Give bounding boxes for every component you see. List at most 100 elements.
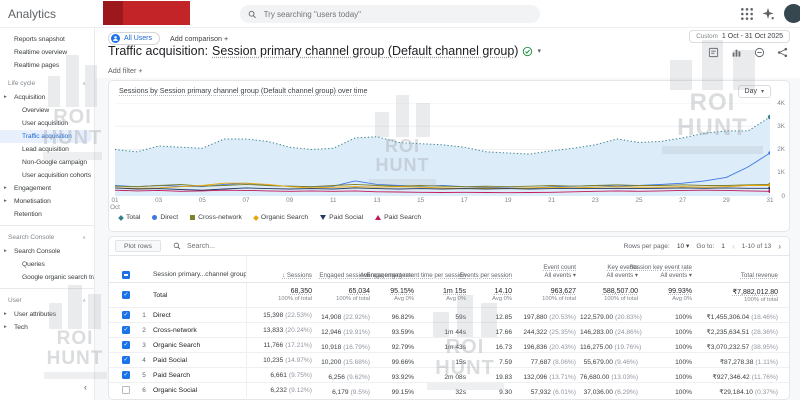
column-header-total-revenue[interactable]: Total revenue	[740, 271, 778, 279]
legend-marker-icon	[152, 215, 158, 220]
table-row-organic-social: 6 Organic Social 6,232 (9.12%) 6,179 (9.5%) 99…	[109, 382, 789, 397]
audience-chip-all-users[interactable]: All Users	[108, 32, 161, 45]
sidebar-item-queries[interactable]: Queries	[22, 261, 45, 268]
row-checkbox[interactable]: ✓	[122, 326, 130, 334]
sidebar-item-engagement[interactable]: ▸ Engagement	[0, 182, 94, 195]
sidebar-item-reports-snapshot[interactable]: Reports snapshot	[14, 36, 65, 43]
sidebar-section-life-cycle[interactable]: Life cycle ∧	[0, 77, 94, 91]
expand-arrow-icon[interactable]: ▸	[4, 324, 7, 330]
legend-item-organic-search[interactable]: Organic Search	[253, 214, 308, 221]
sidebar-item-user-attributes[interactable]: ▸ User attributes	[0, 308, 94, 321]
sidebar-item-overview[interactable]: Overview	[22, 107, 50, 114]
metric-cell: 100%	[675, 344, 692, 351]
row-checkbox[interactable]	[122, 271, 130, 279]
analytics-logo[interactable]: Analytics	[8, 7, 57, 21]
sidebar-item-user-acquisition-cohorts[interactable]: User acquisition cohorts	[22, 172, 91, 179]
row-checkbox[interactable]: ✓	[122, 371, 130, 379]
insights-chart-icon[interactable]	[731, 47, 742, 58]
sidebar-item-retention[interactable]: Retention	[14, 211, 42, 218]
account-avatar[interactable]	[784, 4, 800, 23]
goto-page-input[interactable]: 1	[721, 242, 725, 250]
expand-arrow-icon[interactable]: ▸	[4, 248, 7, 254]
row-checkbox[interactable]	[122, 386, 130, 394]
column-header-average-engagement-time-per-session[interactable]: Average engagement time per session	[360, 271, 466, 279]
sidebar-item-tech[interactable]: ▸ Tech	[0, 321, 94, 334]
metric-cell: 15s	[455, 359, 466, 366]
interval-select[interactable]: Day ▾	[737, 85, 771, 98]
sidebar-item-acquisition[interactable]: ▸ Acquisition	[0, 91, 94, 104]
global-search[interactable]	[240, 5, 540, 23]
gemini-sparkle-icon[interactable]	[761, 7, 775, 21]
legend-item-paid-social[interactable]: Paid Social	[320, 214, 363, 221]
next-page-icon[interactable]: ›	[778, 241, 781, 251]
metric-cell: 16.73	[495, 344, 512, 351]
row-checkbox[interactable]: ✓	[122, 341, 130, 349]
share-icon[interactable]	[777, 47, 788, 58]
date-range-picker[interactable]: Custom 1 Oct - 31 Oct 2025	[689, 30, 790, 43]
metric-cell: 6,232 (9.12%)	[246, 383, 316, 397]
collapse-drawer-icon[interactable]: ‹	[84, 382, 87, 392]
table-search[interactable]	[173, 241, 275, 251]
legend-item-paid-search[interactable]: Paid Search	[375, 214, 421, 221]
add-comparison-button[interactable]: Add comparison +	[170, 34, 229, 43]
dimension-header[interactable]: Session primary...channel group)▾+	[153, 271, 246, 278]
totals-cell: 963,627 100% of total	[542, 288, 576, 302]
prev-page-icon[interactable]: ‹	[731, 241, 735, 251]
rows-per-page-select[interactable]: 10 ▾	[676, 243, 690, 250]
search-input[interactable]	[261, 8, 532, 20]
collapse-section-icon[interactable]: ∧	[82, 235, 86, 241]
column-header-event-count[interactable]: Event count All events ▾	[543, 263, 576, 279]
row-checkbox[interactable]: ✓	[122, 356, 130, 364]
channel-name[interactable]: Cross-network	[153, 326, 197, 334]
column-header-events-per-session[interactable]: Events per session	[459, 271, 512, 279]
chevron-down-icon[interactable]: ▾	[537, 48, 541, 55]
expand-arrow-icon[interactable]: ▸	[4, 185, 7, 191]
expand-arrow-icon[interactable]: ▸	[4, 94, 7, 100]
row-checkbox[interactable]: ✓	[122, 291, 130, 299]
column-header-sessions[interactable]: ↓ Sessions	[246, 256, 316, 279]
sidebar-item-traffic-acquisition[interactable]: Traffic acquisition	[0, 130, 92, 143]
sidebar-section-search-console[interactable]: Search Console ∧	[0, 231, 94, 245]
collapse-section-icon[interactable]: ∧	[82, 298, 86, 304]
sidebar-item-google-organic-search-traf[interactable]: Google organic search traf...	[22, 274, 94, 281]
sidebar-item-user-acquisition[interactable]: User acquisition	[22, 120, 68, 127]
no-data-circle-icon[interactable]	[754, 47, 765, 58]
expand-arrow-icon[interactable]: ▸	[4, 311, 7, 317]
column-header-session-key-event-rate[interactable]: Session key event rate All events ▾	[629, 263, 692, 279]
legend-item-direct[interactable]: Direct	[152, 214, 178, 221]
legend-marker-icon	[190, 215, 196, 220]
apps-grid-icon[interactable]	[740, 7, 754, 21]
report-dimension-selector[interactable]: Session primary channel group (Default c…	[212, 44, 519, 58]
add-filter-button[interactable]: Add filter +	[108, 66, 143, 75]
legend-item-total[interactable]: Total	[118, 214, 140, 221]
column-header-engaged-sessions[interactable]: Engaged sessions	[319, 271, 370, 279]
metric-cell: 11,766 (17.21%)	[246, 338, 316, 352]
channel-name[interactable]: Paid Social	[153, 356, 188, 364]
plot-rows-button[interactable]: Plot rows	[115, 240, 161, 252]
sidebar-item-monetisation[interactable]: ▸ Monetisation	[0, 195, 94, 208]
table-search-input[interactable]	[184, 241, 275, 251]
notes-icon[interactable]	[708, 47, 719, 58]
row-checkbox[interactable]: ✓	[122, 311, 130, 319]
sidebar-item-non-google-campaign[interactable]: Non-Google campaign	[22, 159, 88, 166]
sidebar-item-lead-acquisition[interactable]: Lead acquisition	[22, 146, 69, 153]
channel-name[interactable]: Direct	[153, 311, 171, 319]
channel-name[interactable]: Organic Social	[153, 386, 198, 394]
channel-name[interactable]: Paid Search	[153, 371, 191, 379]
column-header-engagement-rate[interactable]: Engagement rate	[366, 271, 414, 279]
column-header-key-events[interactable]: Key events All events ▾	[606, 263, 638, 279]
channel-name[interactable]: Organic Search	[153, 341, 201, 349]
sidebar-item-realtime-pages[interactable]: Realtime pages	[14, 62, 60, 69]
expand-arrow-icon[interactable]: ▸	[4, 198, 7, 204]
collapse-section-icon[interactable]: ∧	[82, 81, 86, 87]
x-tick-label: 21	[548, 197, 556, 204]
sidebar-item-realtime-overview[interactable]: Realtime overview	[14, 49, 67, 56]
sidebar-section-user[interactable]: User ∧	[0, 294, 94, 308]
legend-item-cross-network[interactable]: Cross-network	[190, 214, 242, 221]
sidebar-item-search-console[interactable]: ▸ Search Console	[0, 245, 94, 258]
y-tick-label: 1K	[777, 169, 785, 177]
metric-cell: ₹29,184.10 (0.37%)	[719, 389, 778, 396]
redacted-property-name	[103, 1, 190, 25]
metric-cell: 19.83	[495, 374, 512, 381]
metric-cell: 10,235 (14.97%)	[246, 353, 316, 367]
